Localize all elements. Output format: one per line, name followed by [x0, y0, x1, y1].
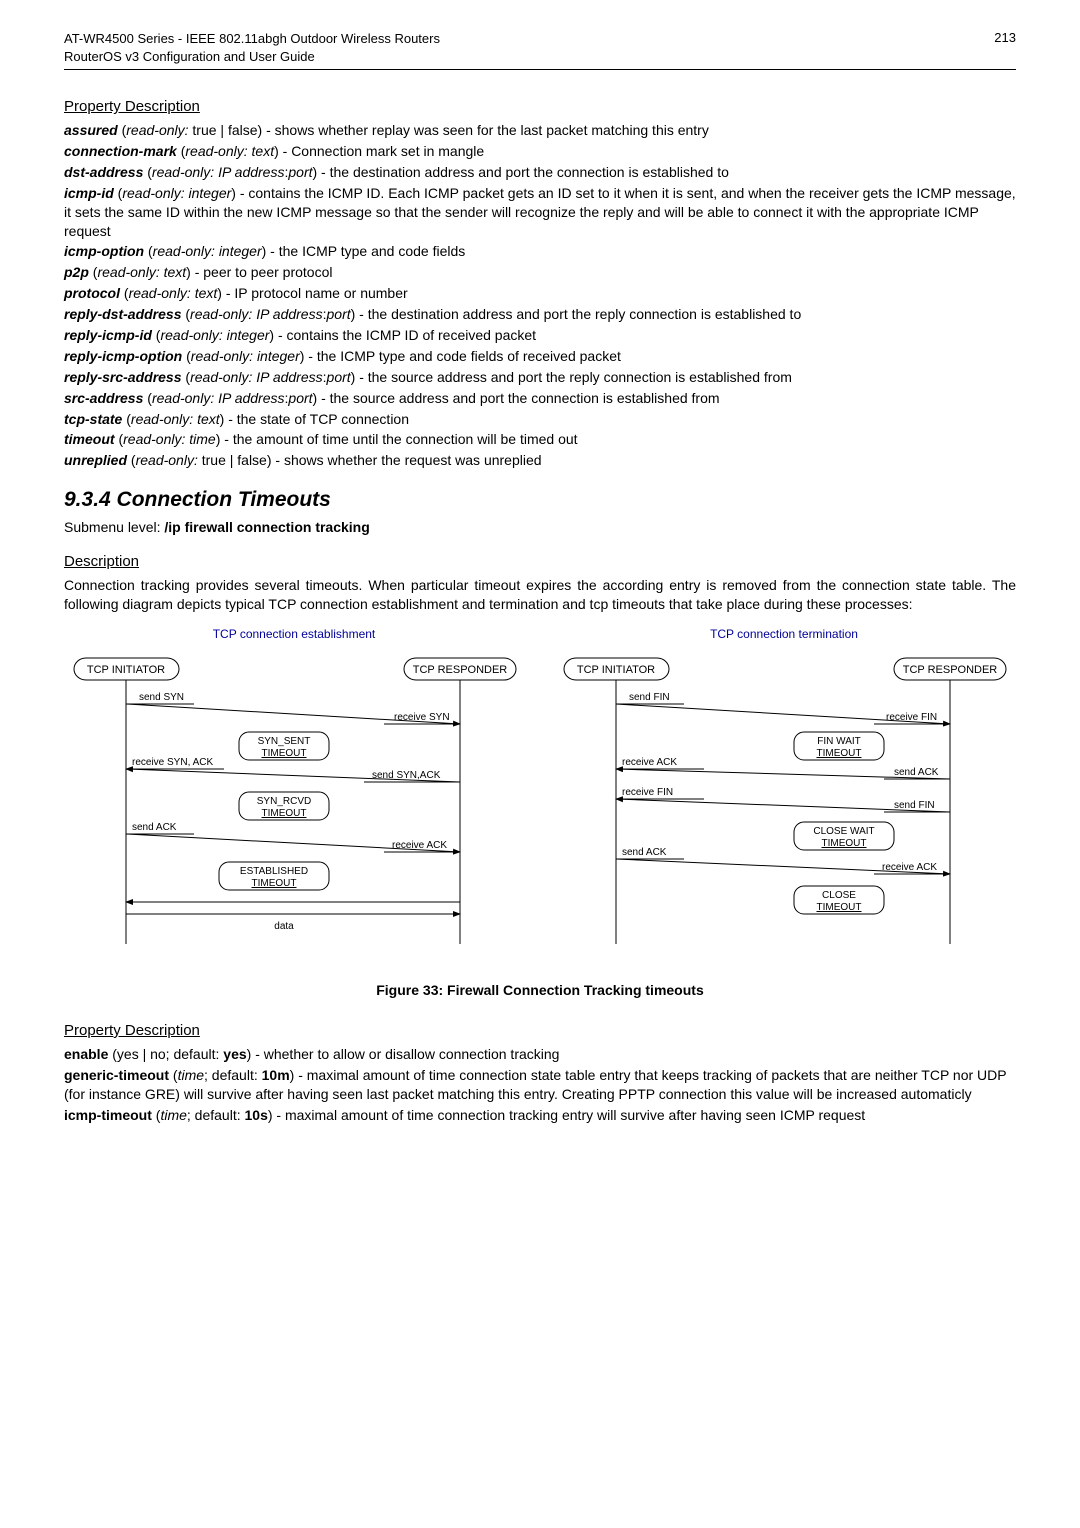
property-item: reply-dst-address (read-only: IP address… — [64, 305, 1016, 324]
left-recv-synack: receive SYN, ACK — [132, 757, 213, 768]
left-synsent-2: TIMEOUT — [262, 748, 307, 759]
left-synrcvd-2: TIMEOUT — [262, 808, 307, 819]
icmp-type: time — [160, 1107, 186, 1123]
description-text: Connection tracking provides several tim… — [64, 576, 1016, 614]
property-item: protocol (read-only: text) - IP protocol… — [64, 284, 1016, 303]
property-item: connection-mark (read-only: text) - Conn… — [64, 142, 1016, 161]
icmp-post: ) - maximal amount of time connection tr… — [268, 1107, 865, 1123]
generic-mid2: ; default: — [204, 1067, 262, 1083]
left-synrcvd-1: SYN_RCVD — [257, 796, 311, 807]
right-receive-fin: receive FIN — [886, 712, 937, 723]
left-synsent-1: SYN_SENT — [258, 736, 311, 747]
left-responder: TCP RESPONDER — [413, 664, 508, 676]
page-header: AT-WR4500 Series - IEEE 802.11abgh Outdo… — [64, 30, 1016, 70]
left-diagram-title: TCP connection establishment — [213, 627, 376, 641]
tcp-establishment-diagram: TCP connection establishment TCP INITIAT… — [64, 624, 524, 954]
enable-term: enable — [64, 1046, 108, 1062]
property-item: reply-icmp-option (read-only: integer) -… — [64, 347, 1016, 366]
left-est-1: ESTABLISHED — [240, 866, 308, 877]
left-initiator: TCP INITIATOR — [87, 664, 165, 676]
icmp-mid2: ; default: — [187, 1107, 245, 1123]
enable-prop: enable (yes | no; default: yes) - whethe… — [64, 1045, 1016, 1064]
left-receive-syn: receive SYN — [394, 712, 450, 723]
property-item: icmp-option (read-only: integer) - the I… — [64, 242, 1016, 261]
property-item: icmp-id (read-only: integer) - contains … — [64, 184, 1016, 241]
diagram-container: TCP connection establishment TCP INITIAT… — [64, 624, 1016, 954]
generic-timeout-prop: generic-timeout (time; default: 10m) - m… — [64, 1066, 1016, 1104]
enable-default: yes — [223, 1046, 246, 1062]
right-receive-ack2: receive ACK — [882, 862, 937, 873]
enable-mid: (yes | no; default: — [108, 1046, 223, 1062]
property-item: src-address (read-only: IP address:port)… — [64, 389, 1016, 408]
left-send-synack: send SYN,ACK — [372, 770, 441, 781]
generic-default: 10m — [262, 1067, 290, 1083]
left-receive-ack: receive ACK — [392, 840, 447, 851]
right-closewait-1: CLOSE WAIT — [813, 826, 874, 837]
page-number: 213 — [994, 30, 1016, 65]
property-list-1: assured (read-only: true | false) - show… — [64, 121, 1016, 470]
right-send-fin: send FIN — [629, 692, 670, 703]
generic-type: time — [178, 1067, 204, 1083]
right-diagram-title: TCP connection termination — [710, 627, 858, 641]
right-send-ack: send ACK — [894, 767, 939, 778]
property-description-heading-2: Property Description — [64, 1022, 1016, 1039]
icmp-default: 10s — [245, 1107, 268, 1123]
generic-mid: ( — [169, 1067, 178, 1083]
left-send-ack: send ACK — [132, 822, 177, 833]
right-close-1: CLOSE — [822, 890, 856, 901]
property-item: tcp-state (read-only: text) - the state … — [64, 410, 1016, 429]
right-responder: TCP RESPONDER — [903, 664, 998, 676]
generic-term: generic-timeout — [64, 1067, 169, 1083]
figure-caption: Figure 33: Firewall Connection Tracking … — [64, 982, 1016, 998]
right-initiator: TCP INITIATOR — [577, 664, 655, 676]
icmp-term: icmp-timeout — [64, 1107, 152, 1123]
tcp-termination-diagram: TCP connection termination TCP INITIATOR… — [554, 624, 1014, 954]
property-item: timeout (read-only: time) - the amount o… — [64, 430, 1016, 449]
property-description-heading-1: Property Description — [64, 98, 1016, 115]
property-item: dst-address (read-only: IP address:port)… — [64, 163, 1016, 182]
property-item: reply-icmp-id (read-only: integer) - con… — [64, 326, 1016, 345]
enable-post: ) - whether to allow or disallow connect… — [247, 1046, 560, 1062]
icmp-timeout-prop: icmp-timeout (time; default: 10s) - maxi… — [64, 1106, 1016, 1125]
header-title-2: RouterOS v3 Configuration and User Guide — [64, 48, 440, 66]
right-send-fin2: send FIN — [894, 800, 935, 811]
submenu-path: /ip firewall connection tracking — [164, 519, 369, 535]
left-est-2: TIMEOUT — [252, 878, 297, 889]
property-item: reply-src-address (read-only: IP address… — [64, 368, 1016, 387]
header-title-1: AT-WR4500 Series - IEEE 802.11abgh Outdo… — [64, 30, 440, 48]
right-finwait-2: TIMEOUT — [817, 748, 862, 759]
section-934-title: 9.3.4 Connection Timeouts — [64, 488, 1016, 512]
description-heading: Description — [64, 553, 1016, 570]
property-item: assured (read-only: true | false) - show… — [64, 121, 1016, 140]
right-finwait-1: FIN WAIT — [817, 736, 861, 747]
right-send-ack2: send ACK — [622, 847, 667, 858]
submenu-line: Submenu level: /ip firewall connection t… — [64, 518, 1016, 537]
right-close-2: TIMEOUT — [817, 902, 862, 913]
property-item: unreplied (read-only: true | false) - sh… — [64, 451, 1016, 470]
property-item: p2p (read-only: text) - peer to peer pro… — [64, 263, 1016, 282]
submenu-prefix: Submenu level: — [64, 519, 164, 535]
right-receive-fin2: receive FIN — [622, 787, 673, 798]
left-data: data — [274, 921, 294, 932]
right-closewait-2: TIMEOUT — [822, 838, 867, 849]
left-send-syn: send SYN — [139, 692, 184, 703]
right-receive-ack: receive ACK — [622, 757, 677, 768]
